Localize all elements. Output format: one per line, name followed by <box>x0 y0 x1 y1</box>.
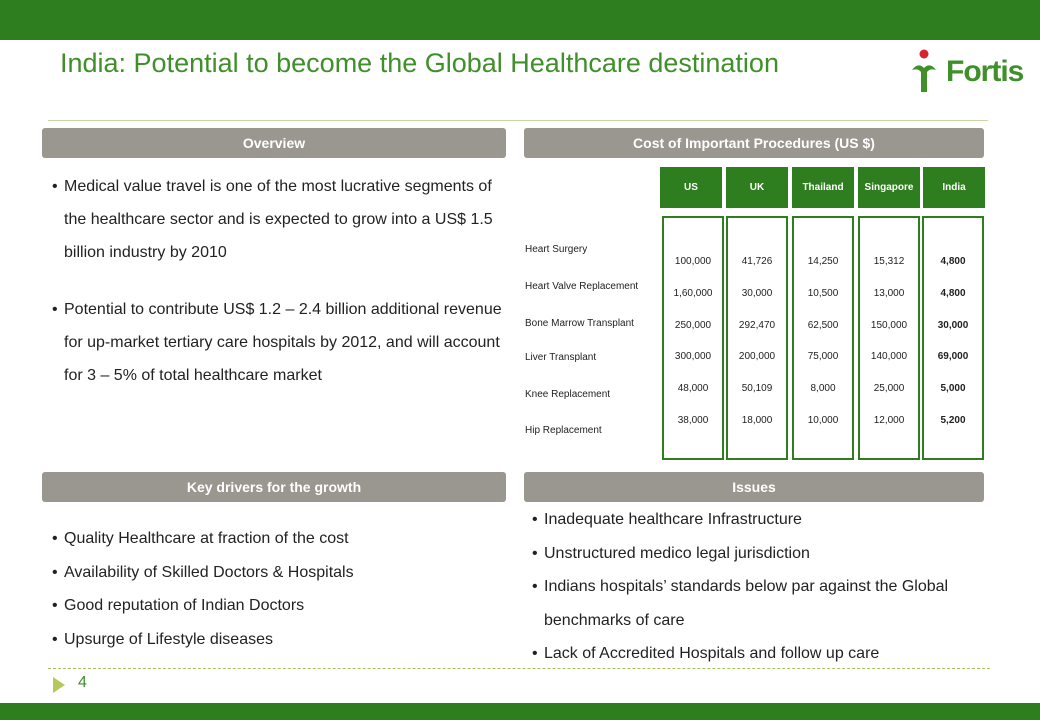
top-banner <box>0 0 1040 40</box>
cell: 14,250 <box>807 256 839 267</box>
col-head-uk: UK <box>726 167 788 208</box>
cell: 12,000 <box>873 415 905 426</box>
cell: 100,000 <box>674 256 712 267</box>
slide-title: India: Potential to become the Global He… <box>60 48 779 78</box>
cell: 69,000 <box>937 351 969 362</box>
cell: 10,500 <box>807 288 839 299</box>
col-head-singapore: Singapore <box>858 167 920 208</box>
cell: 292,470 <box>738 320 776 331</box>
cell: 4,800 <box>940 288 966 299</box>
row-label-heart-surgery: Heart Surgery <box>525 244 588 255</box>
cell: 48,000 <box>677 383 709 394</box>
cell: 1,60,000 <box>673 288 713 299</box>
page-arrow-icon <box>53 677 65 693</box>
issues-bullet: Unstructured medico legal jurisdiction <box>532 537 972 571</box>
row-label-bone-marrow: Bone Marrow Transplant <box>525 318 634 329</box>
cell: 30,000 <box>741 288 773 299</box>
issues-bullet: Lack of Accredited Hospitals and follow … <box>532 637 972 671</box>
title-divider <box>48 120 988 121</box>
overview-list: Medical value travel is one of the most … <box>52 170 512 392</box>
issues-bullet: Inadequate healthcare Infrastructure <box>532 503 972 537</box>
cell: 300,000 <box>674 351 712 362</box>
overview-bullet: Potential to contribute US$ 1.2 – 2.4 bi… <box>52 293 512 392</box>
cell: 140,000 <box>870 351 908 362</box>
cell: 38,000 <box>677 415 709 426</box>
row-label-hip: Hip Replacement <box>525 425 602 436</box>
cell: 15,312 <box>873 256 905 267</box>
col-us: 100,000 1,60,000 250,000 300,000 48,000 … <box>662 216 724 460</box>
drivers-header: Key drivers for the growth <box>42 472 506 502</box>
cell: 5,000 <box>940 383 966 394</box>
cell: 5,200 <box>940 415 966 426</box>
overview-bullet: Medical value travel is one of the most … <box>52 170 512 269</box>
drivers-bullet: Good reputation of Indian Doctors <box>52 589 512 623</box>
fortis-mark-icon <box>912 49 936 92</box>
cell: 4,800 <box>940 256 966 267</box>
page-number: 4 <box>78 674 87 691</box>
cell: 30,000 <box>937 320 969 331</box>
cell: 75,000 <box>807 351 839 362</box>
cell: 50,109 <box>741 383 773 394</box>
cell: 250,000 <box>674 320 712 331</box>
col-uk: 41,726 30,000 292,470 200,000 50,109 18,… <box>726 216 788 460</box>
cell: 150,000 <box>870 320 908 331</box>
drivers-bullet: Upsurge of Lifestyle diseases <box>52 623 512 657</box>
costs-header: Cost of Important Procedures (US $) <box>524 128 984 158</box>
col-thailand: 14,250 10,500 62,500 75,000 8,000 10,000 <box>792 216 854 460</box>
cell: 200,000 <box>738 351 776 362</box>
footer-divider <box>48 668 990 669</box>
cell: 18,000 <box>741 415 773 426</box>
cell: 8,000 <box>810 383 836 394</box>
col-head-india: India <box>923 167 985 208</box>
drivers-bullet: Availability of Skilled Doctors & Hospit… <box>52 556 512 590</box>
row-label-heart-valve: Heart Valve Replacement <box>525 281 639 292</box>
logo-wordmark: Fortis <box>946 55 1024 88</box>
col-head-us: US <box>660 167 722 208</box>
drivers-list: Quality Healthcare at fraction of the co… <box>52 522 512 656</box>
overview-header: Overview <box>42 128 506 158</box>
cell: 62,500 <box>807 320 839 331</box>
issues-bullet: Indians hospitals’ standards below par a… <box>532 570 972 637</box>
cell: 41,726 <box>741 256 773 267</box>
bottom-banner <box>0 703 1040 720</box>
col-singapore: 15,312 13,000 150,000 140,000 25,000 12,… <box>858 216 920 460</box>
cell: 13,000 <box>873 288 905 299</box>
col-india: 4,800 4,800 30,000 69,000 5,000 5,200 <box>922 216 984 460</box>
cell: 25,000 <box>873 383 905 394</box>
fortis-logo: Fortis <box>908 48 1033 98</box>
drivers-bullet: Quality Healthcare at fraction of the co… <box>52 522 512 556</box>
issues-list: Inadequate healthcare Infrastructure Uns… <box>532 503 972 671</box>
issues-header: Issues <box>524 472 984 502</box>
row-label-knee: Knee Replacement <box>525 389 611 400</box>
col-head-thailand: Thailand <box>792 167 854 208</box>
cell: 10,000 <box>807 415 839 426</box>
row-label-liver: Liver Transplant <box>525 352 597 363</box>
